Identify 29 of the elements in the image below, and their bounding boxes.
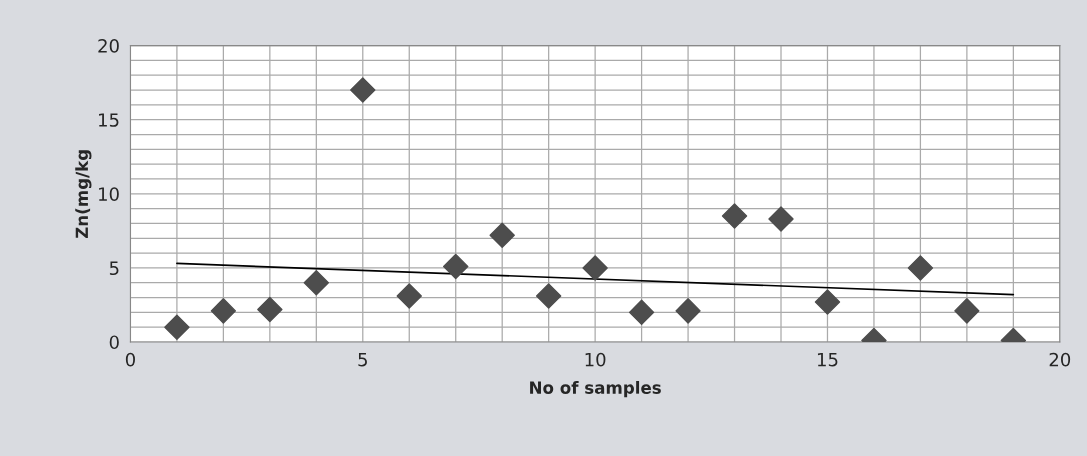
point — [582, 255, 608, 281]
y-tick-label: 5 — [109, 261, 119, 276]
point — [814, 289, 841, 315]
y-tick-label: 15 — [99, 113, 119, 127]
y-tick-label: 0 — [109, 335, 119, 350]
x-tick-label: 20 — [1049, 352, 1071, 367]
point — [907, 255, 934, 281]
y-tick-label: 10 — [99, 187, 119, 201]
x-tick-label: 5 — [358, 352, 367, 367]
point — [396, 283, 422, 309]
x-axis-title: No of samples — [530, 381, 661, 398]
point — [443, 253, 469, 280]
point — [257, 296, 283, 323]
x-tick-label: 0 — [125, 352, 135, 367]
point — [535, 283, 562, 309]
y-tick-label: 20 — [98, 39, 119, 53]
point — [954, 298, 980, 324]
x-tick-label: 10 — [585, 352, 606, 367]
y-axis-title: Zn(mg/kg — [75, 150, 92, 239]
point — [675, 298, 701, 324]
point — [350, 77, 376, 103]
point — [164, 314, 190, 340]
point — [768, 206, 794, 232]
point — [303, 270, 330, 296]
point — [210, 298, 237, 324]
point — [489, 222, 515, 248]
point — [628, 299, 655, 326]
point — [721, 203, 748, 229]
x-tick-label: 15 — [817, 352, 838, 367]
